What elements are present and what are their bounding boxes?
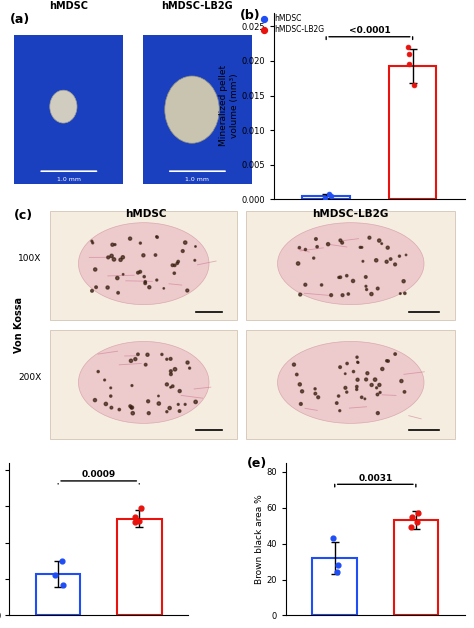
- Point: [327, 192, 335, 202]
- Point: [413, 517, 420, 527]
- Legend: hMDSC, hMDSC-LB2G: hMDSC, hMDSC-LB2G: [255, 13, 326, 36]
- Point: [325, 188, 332, 198]
- Point: [404, 42, 412, 52]
- Point: [131, 517, 139, 528]
- Text: (b): (b): [240, 9, 261, 22]
- Bar: [389, 66, 437, 199]
- Text: hMDSC-LB2G: hMDSC-LB2G: [162, 1, 233, 11]
- Point: [415, 508, 422, 518]
- Ellipse shape: [78, 342, 209, 423]
- Ellipse shape: [277, 342, 424, 423]
- Bar: [393, 520, 438, 615]
- Text: 0.0009: 0.0009: [82, 470, 116, 479]
- Y-axis label: Mineralized pellet
volume (mm³): Mineralized pellet volume (mm³): [219, 65, 239, 146]
- Point: [335, 560, 342, 570]
- Point: [410, 80, 418, 90]
- Text: 1.0 mm: 1.0 mm: [185, 177, 210, 182]
- Text: hMDSC: hMDSC: [49, 1, 88, 11]
- Ellipse shape: [277, 223, 424, 305]
- FancyBboxPatch shape: [246, 211, 456, 320]
- Bar: [302, 196, 350, 199]
- Ellipse shape: [165, 76, 219, 143]
- Point: [405, 49, 413, 59]
- Bar: [36, 574, 81, 615]
- Y-axis label: Brown black area %: Brown black area %: [255, 494, 264, 584]
- Point: [60, 580, 67, 590]
- Text: <0.0001: <0.0001: [348, 26, 390, 35]
- FancyBboxPatch shape: [143, 35, 252, 184]
- Bar: [117, 519, 162, 615]
- Text: (e): (e): [247, 457, 267, 470]
- Point: [329, 533, 337, 543]
- Point: [321, 193, 328, 203]
- Text: 1.0 mm: 1.0 mm: [57, 177, 81, 182]
- Text: Von Kossa: Von Kossa: [14, 297, 24, 353]
- Point: [131, 512, 139, 522]
- Point: [405, 60, 413, 70]
- Text: 100X: 100X: [18, 254, 41, 263]
- FancyBboxPatch shape: [50, 211, 237, 320]
- Point: [408, 512, 416, 522]
- FancyBboxPatch shape: [14, 35, 123, 184]
- Point: [51, 570, 59, 580]
- Point: [137, 503, 145, 513]
- FancyBboxPatch shape: [246, 330, 456, 439]
- Text: hMDSC-LB2G: hMDSC-LB2G: [312, 209, 389, 219]
- Text: 200X: 200X: [18, 373, 41, 382]
- Point: [333, 567, 341, 577]
- Text: (a): (a): [9, 13, 30, 26]
- Ellipse shape: [78, 223, 209, 305]
- Text: (c): (c): [14, 209, 33, 222]
- Ellipse shape: [50, 90, 77, 123]
- Point: [58, 556, 66, 566]
- Point: [136, 516, 143, 526]
- Bar: [312, 558, 357, 615]
- FancyBboxPatch shape: [50, 330, 237, 439]
- Text: 0.0031: 0.0031: [358, 474, 392, 482]
- Text: hMDSC: hMDSC: [125, 209, 167, 219]
- Point: [407, 522, 414, 533]
